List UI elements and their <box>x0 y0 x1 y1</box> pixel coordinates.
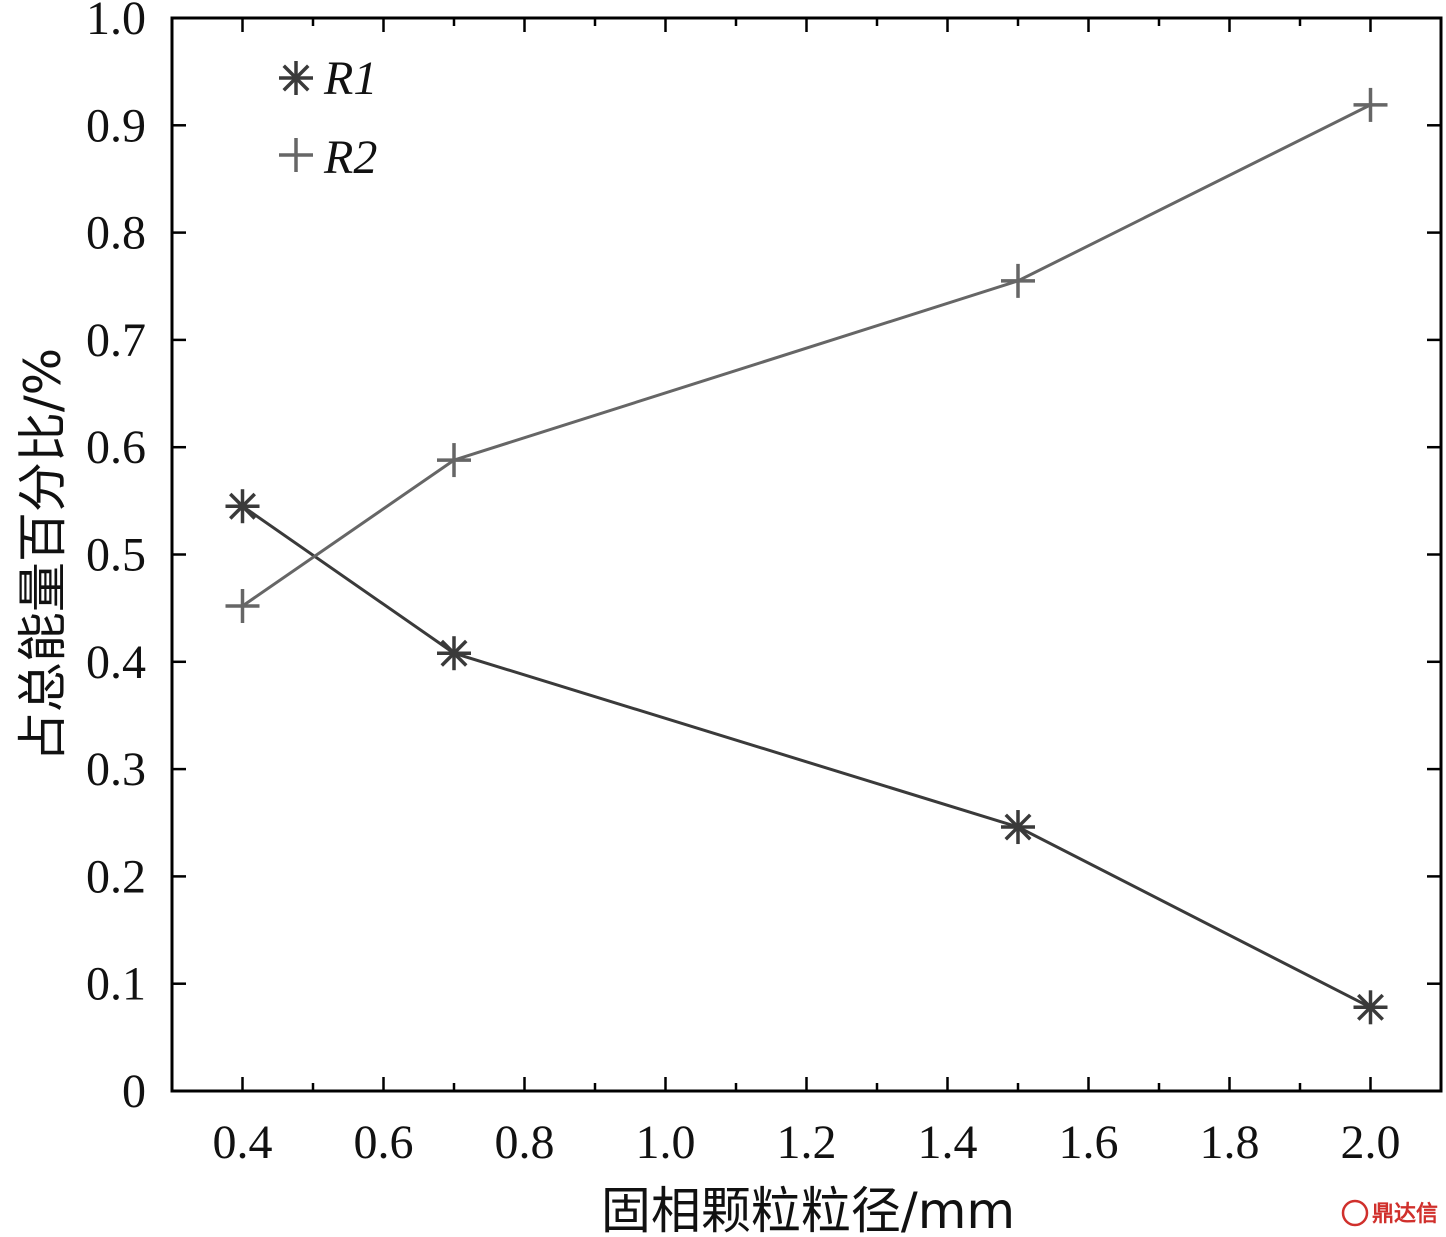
y-tick-label: 0.1 <box>86 958 146 1011</box>
legend-item-r2: R2 <box>279 131 377 184</box>
y-tick-label: 0.8 <box>86 207 146 260</box>
data-point-r1 <box>1353 990 1388 1025</box>
y-tick-label: 0.6 <box>86 421 146 474</box>
y-tick-label: 0.5 <box>86 529 146 582</box>
x-tick-label: 1.0 <box>636 1116 696 1169</box>
x-tick-label: 0.4 <box>213 1116 273 1169</box>
x-tick-label: 2.0 <box>1341 1116 1401 1169</box>
data-point-r2 <box>1001 263 1035 298</box>
data-point-r1 <box>437 636 471 671</box>
legend-marker-asterisk <box>279 61 313 95</box>
series-line-r2 <box>241 103 1372 608</box>
legend-marker-plus <box>279 138 313 172</box>
x-tick-label: 1.6 <box>1059 1116 1119 1169</box>
x-tick-label: 1.8 <box>1200 1116 1260 1169</box>
data-point-r2 <box>1353 87 1388 122</box>
x-tick-label: 0.6 <box>354 1116 414 1169</box>
series-r1 <box>225 489 1388 1025</box>
x-tick-label: 1.4 <box>918 1116 978 1169</box>
y-axis-title: 占总能量百分比/% <box>14 348 72 762</box>
series-r2 <box>225 87 1388 624</box>
x-tick-label: 1.2 <box>777 1116 837 1169</box>
y-tick-label: 0 <box>122 1065 146 1118</box>
legend-r2-marker <box>279 138 313 172</box>
y-tick-label: 0.7 <box>86 314 146 367</box>
legend-label-r2: R2 <box>323 131 377 184</box>
watermark-logo: 鼎达信 <box>1341 1199 1438 1227</box>
data-point-r2 <box>225 589 260 624</box>
series-line-r1 <box>241 504 1372 1009</box>
y-tick-label: 0.3 <box>86 743 146 796</box>
x-tick-label: 0.8 <box>495 1116 555 1169</box>
legend-r1-marker <box>279 61 313 95</box>
legend-item-r1: R1 <box>279 52 377 105</box>
y-tick-label: 0.2 <box>86 850 146 903</box>
legend: R1 R2 <box>279 52 377 184</box>
y-tick-label: 0.9 <box>86 99 146 152</box>
watermark-text: 鼎达信 <box>1372 1201 1438 1227</box>
watermark-icon <box>1341 1199 1369 1227</box>
x-axis-title: 固相颗粒粒径/mm <box>601 1182 1015 1237</box>
axes: 0.4 0.6 0.8 1.0 1.2 1.4 1.6 1.8 2.0 0 0.1 0.2 0.3 0.4… <box>86 0 1443 1169</box>
data-point-r1 <box>1001 810 1035 845</box>
y-tick-label: 1.0 <box>86 0 146 45</box>
data-point-r2 <box>437 443 471 478</box>
series-layer <box>225 87 1388 1025</box>
data-point-r1 <box>225 489 260 524</box>
y-tick-label: 0.4 <box>86 636 146 689</box>
legend-label-r1: R1 <box>323 52 377 105</box>
